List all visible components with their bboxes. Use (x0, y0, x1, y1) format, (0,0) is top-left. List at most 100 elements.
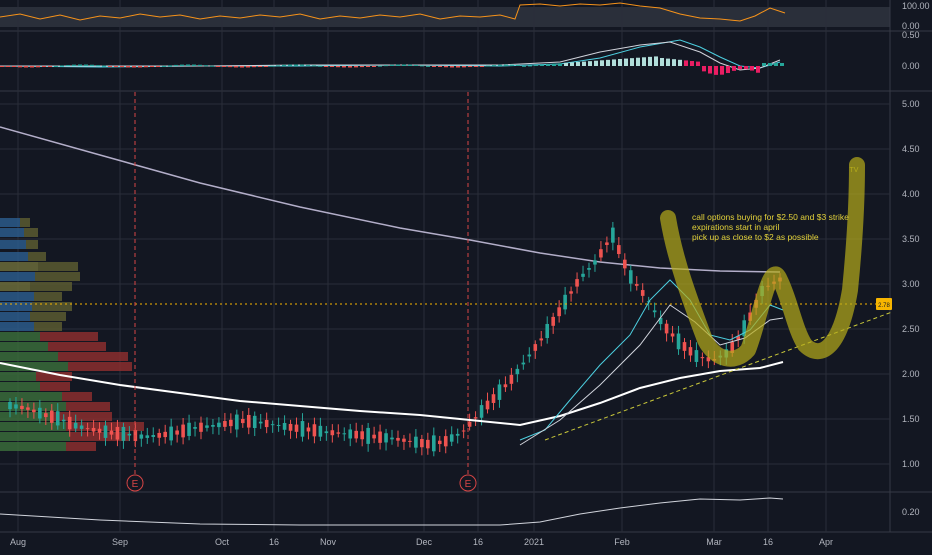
macd-bar (24, 66, 28, 68)
current-price-badge-bg[interactable] (876, 298, 892, 310)
macd-bar (366, 66, 370, 67)
candle-body (252, 415, 257, 428)
candle-body (366, 427, 370, 444)
candle-body (449, 434, 454, 442)
macd-bar (294, 64, 298, 66)
time-axis-label: Oct (215, 537, 230, 547)
candle-body (593, 260, 597, 265)
volume-profile-bar (0, 262, 38, 271)
macd-bar (42, 66, 46, 67)
macd-bar (12, 66, 16, 67)
macd-bar (618, 59, 622, 66)
volume-profile-bar (0, 292, 34, 301)
rsi-axis-label: 100.00 (902, 1, 930, 11)
volume-profile-bar-sell (30, 312, 66, 321)
volume-profile-bar (0, 442, 66, 451)
macd-bar (762, 63, 766, 66)
candles (8, 221, 782, 457)
macd-bar (342, 66, 346, 68)
volume-profile-bar (0, 312, 30, 321)
earnings-marker-1[interactable] (126, 474, 144, 492)
time-axis-label: 16 (763, 537, 773, 547)
candle-body (258, 421, 263, 424)
candle-body (527, 354, 532, 357)
macd-bar (348, 66, 352, 68)
current-price-badge: 2.78 (878, 303, 890, 309)
macd-bar (738, 66, 742, 70)
earnings-marker-2[interactable] (459, 474, 477, 492)
macd-bar (576, 62, 580, 66)
price-axis-label: 1.50 (902, 414, 920, 424)
volume-profile-bar (0, 302, 32, 311)
macd-axis-label: 0.00 (902, 61, 920, 71)
candle-body (20, 405, 24, 409)
candle-body (611, 227, 615, 243)
volume-profile-bar (0, 402, 66, 411)
volume-profile-bar (0, 342, 48, 351)
volume-profile-bar-sell (66, 402, 110, 411)
macd-bar (282, 64, 286, 66)
candle-body (557, 307, 561, 317)
candle-body (342, 433, 347, 435)
candle-body (55, 411, 60, 426)
candle-body (485, 400, 490, 410)
macd-bar (432, 66, 436, 67)
rsi-band (0, 7, 890, 27)
volume-profile-bar (0, 382, 40, 391)
annotation-line-2: expirations start in april (692, 222, 780, 232)
candle-body (211, 424, 215, 427)
macd-bar (222, 66, 226, 67)
price-axis-label: 2.50 (902, 324, 920, 334)
macd-bar (546, 64, 550, 66)
volume-profile-bar-sell (36, 372, 72, 381)
candle-body (700, 357, 705, 359)
candle-body (175, 430, 179, 435)
macd-histogram (0, 56, 784, 75)
macd-bar (252, 66, 256, 68)
macd-bar (174, 64, 178, 66)
candle-body (545, 323, 550, 339)
macd-bar (528, 65, 532, 67)
annotation-line-3: pick up as close to $2 as possible (692, 232, 819, 242)
macd-bar (336, 66, 340, 68)
macd-bar (774, 63, 778, 66)
volume-profile-bar (0, 372, 36, 381)
macd-bar (408, 64, 412, 66)
candle-body (402, 438, 406, 442)
candle-body (163, 431, 167, 438)
volume-profile-bar-sell (48, 342, 106, 351)
macd-bar (486, 65, 490, 67)
candle-body (652, 310, 657, 313)
volume-profile-bar (0, 412, 50, 421)
candle-body (551, 316, 555, 326)
volume-profile-bar (0, 422, 66, 431)
candle-body (324, 431, 329, 434)
candle-body (97, 428, 102, 433)
candle-body (509, 374, 514, 384)
candle-body (49, 410, 54, 423)
macd-bar (330, 66, 334, 67)
macd-bar (636, 57, 640, 66)
candle-body (575, 279, 579, 287)
candle-body (467, 421, 472, 427)
candle-body (270, 424, 275, 426)
macd-bar (558, 63, 562, 66)
macd-bar (600, 60, 604, 66)
time-axis-label: 2021 (524, 537, 544, 547)
volume-profile-bar (0, 432, 70, 441)
macd-bar (720, 66, 724, 75)
macd-bar (648, 56, 652, 66)
time-axis-label: Dec (416, 537, 433, 547)
candle-body (229, 419, 233, 427)
volume-profile-bar (0, 252, 28, 261)
macd-bar (48, 66, 52, 67)
candle-body (581, 273, 585, 277)
volume-profile-bar-sell (32, 302, 72, 311)
candle-body (61, 419, 66, 422)
macd-bar (324, 66, 328, 67)
candle-body (437, 440, 442, 445)
candle-body (730, 342, 735, 353)
candle-body (634, 284, 639, 286)
macd-bar (90, 64, 94, 66)
macd-bar (570, 62, 574, 66)
